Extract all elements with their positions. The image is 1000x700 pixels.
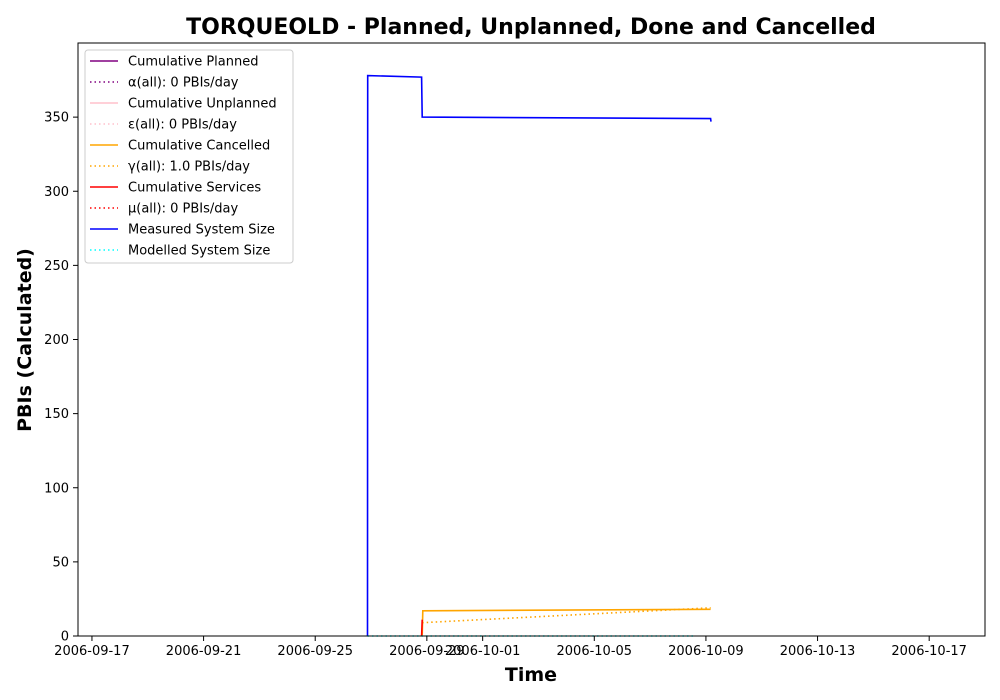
x-tick-label-2: 2006-09-25 xyxy=(277,644,353,659)
x-tick-label-6: 2006-10-09 xyxy=(668,644,744,659)
y-axis-label: PBIs (Calculated) xyxy=(14,248,36,432)
x-axis-label: Time xyxy=(505,664,557,686)
legend-label-5: γ(all): 1.0 PBIs/day xyxy=(128,160,250,175)
x-tick-label-5: 2006-10-05 xyxy=(557,644,633,659)
x-tick-label-0: 2006-09-17 xyxy=(54,644,130,659)
legend-label-1: α(all): 0 PBIs/day xyxy=(128,76,239,91)
legend-label-7: μ(all): 0 PBIs/day xyxy=(128,202,238,217)
series-line-5 xyxy=(422,607,711,624)
legend-label-6: Cumulative Services xyxy=(128,181,261,196)
chart-title: TORQUEOLD - Planned, Unplanned, Done and… xyxy=(186,15,876,40)
y-tick-label-4: 200 xyxy=(44,333,69,348)
x-tick-label-1: 2006-09-21 xyxy=(166,644,242,659)
x-tick-label-7: 2006-10-13 xyxy=(780,644,856,659)
y-tick-label-3: 150 xyxy=(44,407,69,422)
x-tick-label-8: 2006-10-17 xyxy=(891,644,967,659)
legend-label-0: Cumulative Planned xyxy=(128,55,258,70)
legend-label-8: Measured System Size xyxy=(128,223,275,238)
y-tick-label-0: 0 xyxy=(61,630,69,645)
x-tick-label-3: 2006-09-29 xyxy=(389,644,465,659)
y-tick-label-1: 50 xyxy=(52,555,69,570)
x-tick-label-4: 2006-10-01 xyxy=(445,644,521,659)
legend-box xyxy=(84,49,294,264)
series-line-6 xyxy=(420,619,423,637)
legend: Cumulative Planned α(all): 0 PBIs/day Cumu… xyxy=(84,49,294,264)
ticks-layer: 2006-09-17 2006-09-21 2006-09-25 2006-09-29… xyxy=(44,111,967,659)
legend-label-2: Cumulative Unplanned xyxy=(128,97,277,112)
y-tick-label-5: 250 xyxy=(44,259,69,274)
y-tick-label-7: 350 xyxy=(44,111,69,126)
legend-label-4: Cumulative Cancelled xyxy=(128,139,270,154)
legend-label-9: Modelled System Size xyxy=(128,244,270,259)
y-tick-label-2: 100 xyxy=(44,481,69,496)
series-line-8 xyxy=(366,74,712,637)
y-tick-label-6: 300 xyxy=(44,185,69,200)
legend-label-3: ε(all): 0 PBIs/day xyxy=(128,118,237,133)
